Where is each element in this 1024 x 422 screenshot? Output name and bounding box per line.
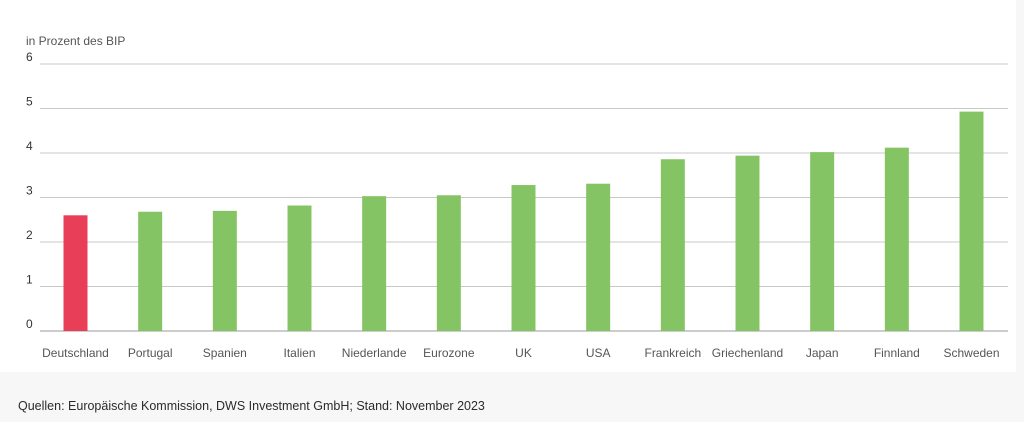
bar-uk [511, 185, 536, 331]
y-tick-label: 4 [26, 139, 33, 153]
bar-eurozone [436, 195, 461, 331]
x-tick-label: UK [515, 346, 532, 360]
x-tick-label: Italien [283, 346, 315, 360]
x-tick-label: USA [586, 346, 611, 360]
y-axis-label: in Prozent des BIP [26, 34, 125, 48]
bar-niederlande [362, 196, 387, 331]
y-tick-label: 3 [26, 184, 33, 198]
x-tick-label: Finnland [874, 346, 920, 360]
bar-italien [287, 205, 312, 331]
chart-panel: in Prozent des BIP 0 1 2 3 4 5 6 Deutschland Po… [26, 34, 1008, 360]
bar-schweden [959, 111, 984, 332]
y-tick-label: 2 [26, 228, 33, 242]
y-tick-label: 5 [26, 95, 33, 109]
y-tick-label: 1 [26, 273, 33, 287]
y-tick-label: 0 [26, 317, 33, 331]
bar-frankreich [660, 159, 685, 331]
x-tick-label: Frankreich [644, 346, 701, 360]
y-tick-labels: 0 1 2 3 4 5 6 [26, 50, 33, 331]
bar-finnland [884, 147, 909, 331]
bar-chart: in Prozent des BIP 0 1 2 3 4 5 6 Deutschland Po… [26, 34, 1008, 360]
x-tick-label: Niederlande [342, 346, 407, 360]
x-tick-label: Griechenland [712, 346, 783, 360]
bar-griechenland [735, 155, 760, 331]
bar-japan [810, 152, 835, 331]
x-tick-label: Eurozone [423, 346, 475, 360]
x-tick-label: Schweden [943, 346, 999, 360]
bar-usa [586, 183, 611, 331]
bars [63, 111, 984, 332]
x-tick-label: Deutschland [42, 346, 109, 360]
x-tick-labels: Deutschland Portugal Spanien Italien Niederl… [42, 346, 999, 360]
x-tick-label: Portugal [128, 346, 173, 360]
y-tick-label: 6 [26, 50, 33, 64]
x-tick-label: Japan [806, 346, 839, 360]
source-footnote: Quellen: Europäische Kommission, DWS Inv… [18, 399, 485, 413]
bar-spanien [212, 210, 237, 331]
bar-deutschland [63, 215, 88, 331]
x-tick-label: Spanien [203, 346, 247, 360]
bar-portugal [138, 211, 163, 331]
